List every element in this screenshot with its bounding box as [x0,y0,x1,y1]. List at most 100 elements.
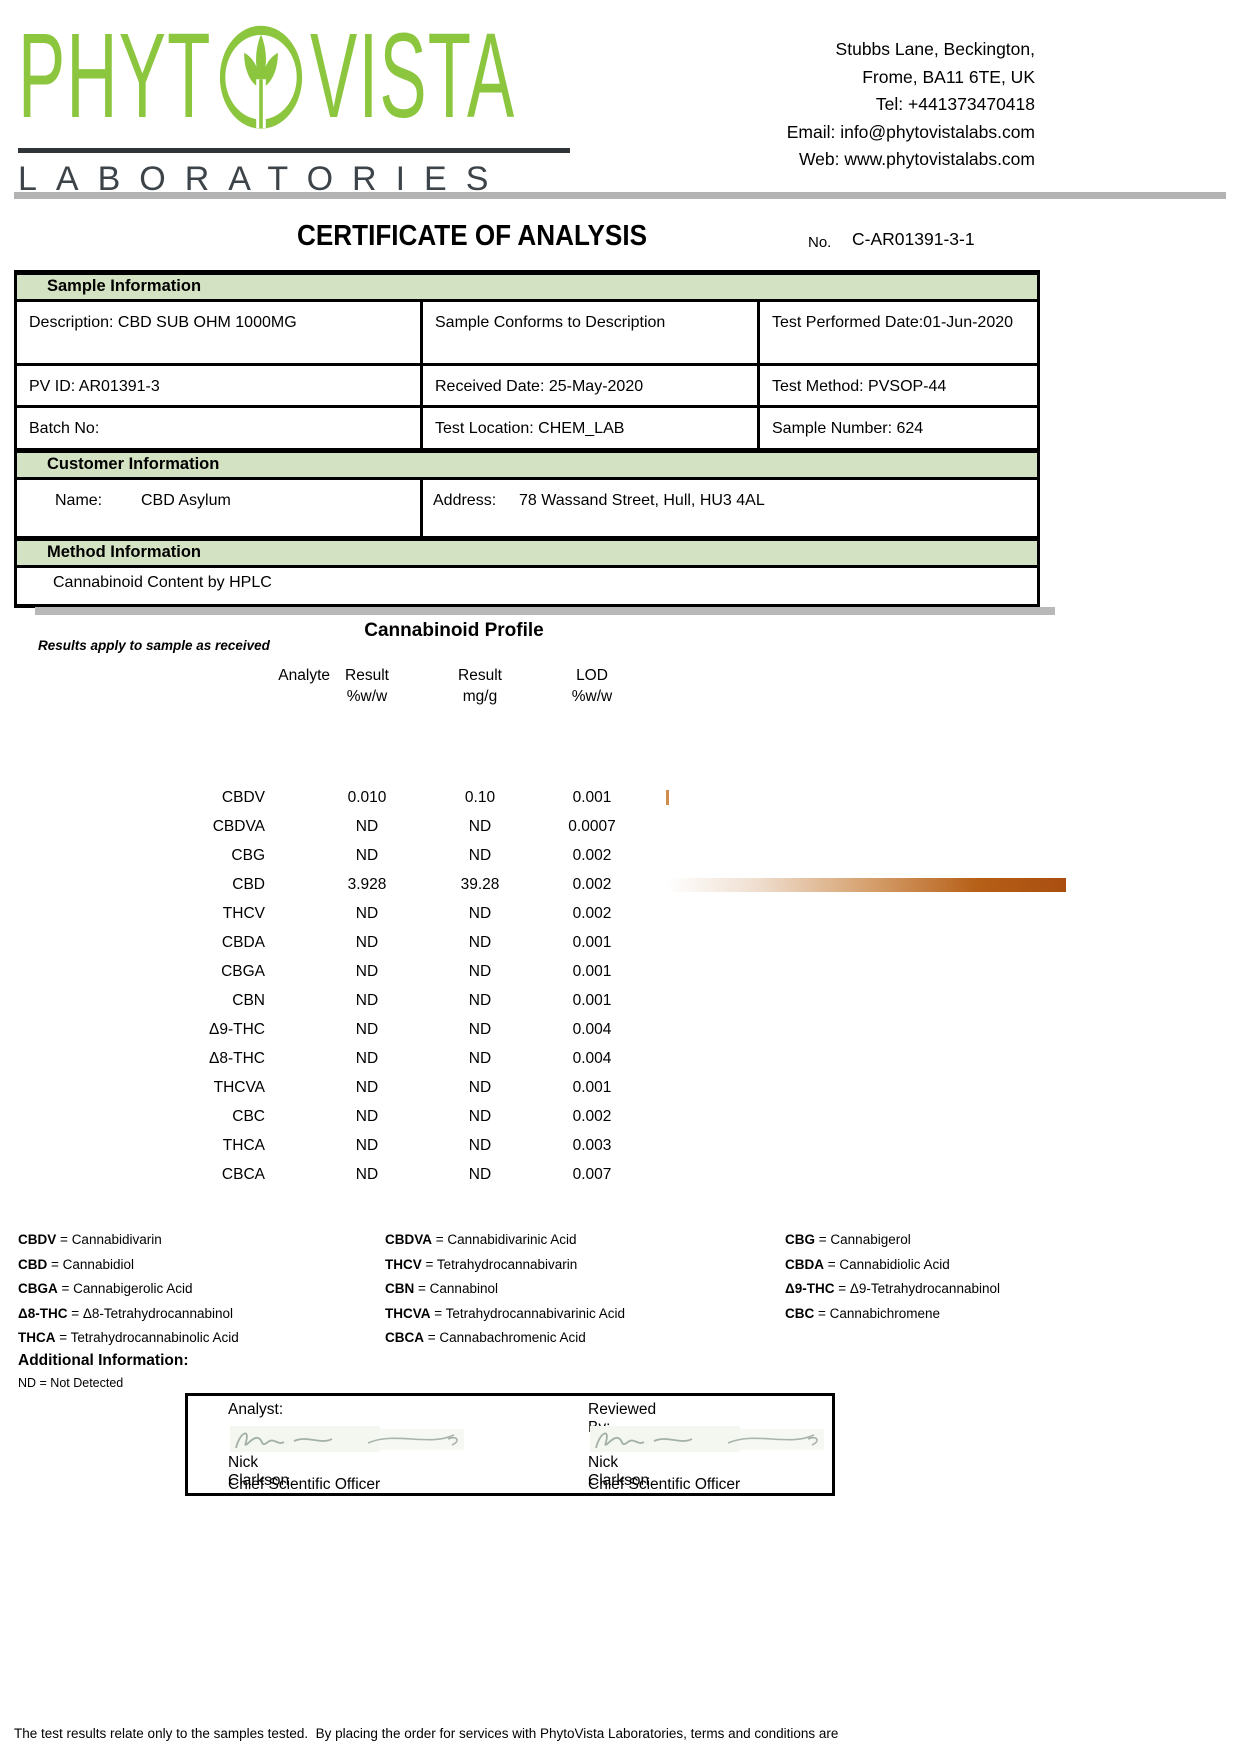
legend-item: CBGA = Cannabigerolic Acid [18,1281,193,1296]
legend-item: CBDVA = Cannabidivarinic Acid [385,1232,577,1247]
analyte-row: Δ8-THC ND ND 0.004 [0,1044,1240,1073]
sample-conforms: Sample Conforms to Description [420,302,757,366]
header-rule [14,192,1226,199]
analyte-row: THCV ND ND 0.002 [0,899,1240,928]
logo-divider [18,148,570,153]
analyst-label: Analyst: [228,1401,284,1418]
method-description: Cannabinoid Content by HPLC [17,568,1037,608]
results-note: Results apply to sample as received [38,638,270,653]
received-date: Received Date: 25-May-2020 [420,366,757,408]
legend-item: CBG = Cannabigerol [785,1232,911,1247]
analyte-row: CBC ND ND 0.002 [0,1102,1240,1131]
result-mgg: ND [468,1078,492,1096]
lod-value: 0.002 [572,875,612,893]
legend-column-3: CBG = Cannabigerol CBDA = Cannabidiolic … [785,1228,1205,1326]
legend-item: CBD = Cannabidiol [18,1256,134,1272]
analyte-row: THCVA ND ND 0.001 [0,1073,1240,1102]
result-pct: ND [355,1078,379,1096]
legend-item: CBCA = Cannabachromenic Acid [385,1330,586,1345]
customer-info-row: Name: CBD Asylum Address: 78 Wassand Stree… [17,480,1037,536]
reviewer-name: Nick Clarkson [588,1454,650,1489]
result-mgg: ND [468,1165,492,1183]
method-information-heading: Method Information [17,536,1037,568]
analyte-row: CBDV 0.010 0.10 0.001 [0,783,1240,812]
lod-value: 0.001 [572,991,612,1009]
logo-subtitle-block: LABORATORIES [18,148,570,199]
col-header-result-mgg: Result mg/g [458,667,502,705]
analyst-title: Chief Scientific Officer [228,1476,381,1493]
legend-item: THCVA = Tetrahydrocannabivarinic Acid [385,1305,626,1321]
result-mgg: ND [468,904,492,922]
sample-info-row-3: Batch No: Test Location: CHEM_LAB Sample… [17,408,1037,448]
lod-value: 0.004 [572,1049,612,1067]
footer-disclaimer: The test results relate only to the samp… [14,1676,1226,1752]
contact-phone: Tel: +441373470418 [875,94,1035,114]
lod-value: 0.001 [572,933,612,951]
sample-info-row-2: PV ID: AR01391-3 Received Date: 25-May-2… [17,366,1037,408]
analyte-name: CBDA [221,933,265,951]
analyte-row: CBD 3.928 39.28 0.002 [0,870,1240,899]
customer-address-cell: Address: 78 Wassand Street, Hull, HU3 4AL [420,480,1037,536]
result-pct: ND [355,1049,379,1067]
customer-name-cell: Name: CBD Asylum [17,480,420,536]
analyte-name: CBDV [221,788,265,806]
lod-value: 0.0007 [568,817,616,835]
additional-information-heading: Additional Information: [18,1352,189,1369]
lod-value: 0.002 [572,1107,612,1125]
analyte-name: THCV [222,904,265,922]
phytovista-logo: PHYT VISTA [18,16,515,136]
analyte-name: THCA [222,1136,265,1154]
result-mgg: ND [468,1107,492,1125]
result-bar [666,878,1066,892]
customer-address-label: Address: [433,492,497,509]
result-pct: ND [355,991,379,1009]
result-mgg: 0.10 [464,788,496,806]
result-pct: 0.010 [347,788,387,806]
result-pct: ND [355,817,379,835]
logo-text-post: VISTA [310,8,516,144]
result-pct: ND [355,933,379,951]
contact-email: Email: info@phytovistalabs.com [786,121,1035,142]
lod-value: 0.001 [572,962,612,980]
legend-column-2: CBDVA = Cannabidivarinic Acid THCV = Tet… [385,1228,775,1351]
batch-no: Batch No: [29,420,100,437]
nd-note: ND = Not Detected [18,1376,124,1390]
customer-name: CBD Asylum [141,492,231,509]
analyte-name: Δ9-THC [209,1020,265,1038]
analyst-signature-image [230,1426,464,1452]
result-mgg: ND [468,1136,492,1154]
reviewer-title: Chief Scientific Officer [588,1476,741,1493]
info-block: Sample Information Description: CBD SUB … [14,270,1040,608]
col-header-result-pct: Result %w/w [345,667,389,705]
analyte-row: THCA ND ND 0.003 [0,1131,1240,1160]
analyte-name: CBCA [221,1165,265,1183]
analyte-row: CBDA ND ND 0.001 [0,928,1240,957]
result-mgg: ND [468,1049,492,1067]
sample-description: Description: CBD SUB OHM 1000MG [17,302,420,366]
result-bar [666,790,669,805]
legend-item: THCA = Tetrahydrocannabinolic Acid [18,1330,239,1345]
analyte-name: CBN [232,991,265,1009]
result-pct: 3.928 [347,875,387,893]
lod-value: 0.002 [572,846,612,864]
legend-item: Δ8-THC = Δ8-Tetrahydrocannabinol [18,1305,233,1321]
customer-information-heading: Customer Information [17,448,1037,480]
certificate-number: C-AR01391-3-1 [852,229,975,249]
lod-value: 0.007 [572,1165,612,1183]
contact-web: Web: www.phytovistalabs.com [798,149,1035,169]
result-pct: ND [355,904,379,922]
col-header-analyte: Analyte [278,667,330,684]
legend-item: CBDV = Cannabidivarin [18,1232,162,1247]
legend-column-1: CBDV = Cannabidivarin CBD = Cannabidiol … [18,1228,378,1351]
analyte-name: CBGA [221,962,265,980]
profile-title: Cannabinoid Profile [364,620,544,641]
result-mgg: ND [468,991,492,1009]
result-pct: ND [355,1020,379,1038]
lod-value: 0.001 [572,1078,612,1096]
legend-item: CBDA = Cannabidiolic Acid [785,1256,950,1272]
col-header-lod: LOD %w/w [571,667,613,705]
page-title: CERTIFICATE OF ANALYSIS [297,220,647,252]
result-pct: ND [355,962,379,980]
reviewer-signature-image [590,1426,824,1452]
